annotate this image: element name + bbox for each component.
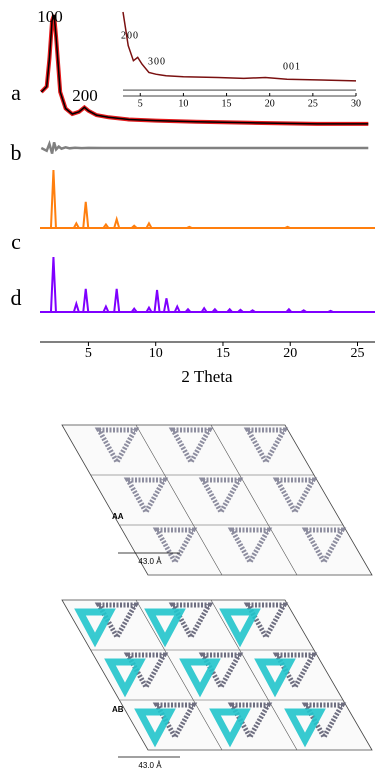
scale-label: 43.0 Å	[138, 557, 162, 566]
inset-x-tick-label: 20	[265, 98, 275, 109]
inset-x-tick-label: 15	[222, 98, 232, 109]
peak-label: 200	[72, 86, 98, 105]
x-tick-label: 10	[149, 346, 163, 361]
trace-label: d	[11, 285, 22, 310]
peak-label: 100	[37, 7, 63, 26]
peak	[83, 289, 88, 312]
inset-peak-label: 300	[148, 56, 166, 67]
peak	[114, 219, 119, 228]
trace	[41, 142, 368, 153]
peak	[74, 304, 79, 312]
trace-label: c	[11, 229, 21, 254]
peak	[187, 227, 192, 228]
peak	[164, 298, 169, 312]
figure: 5 10 15 20 25 2 Theta a b c d 100 200 5 10 15 20 25 30 200…	[0, 0, 377, 771]
x-tick-label: 15	[216, 346, 230, 361]
peak	[51, 170, 56, 228]
inset-x-tick-label: 30	[351, 98, 361, 109]
trace	[41, 15, 368, 124]
inset-x-tick-label: 10	[178, 98, 188, 109]
structure-ab: AB 43.0 Å	[62, 600, 372, 770]
x-tick-label: 25	[351, 346, 365, 361]
inset-peak-label: 001	[283, 61, 301, 72]
stacking-label: AB	[112, 705, 124, 714]
trace-label: b	[11, 140, 22, 165]
trace-label: a	[11, 80, 21, 105]
peak	[83, 202, 88, 228]
x-tick-label: 20	[283, 346, 297, 361]
inset-x-tick-label: 5	[138, 98, 143, 109]
peak	[51, 257, 56, 312]
stacking-label: AA	[112, 512, 124, 521]
peak	[328, 311, 333, 312]
inset-peak-label: 200	[121, 30, 139, 41]
scale-label: 43.0 Å	[138, 761, 162, 770]
pxrd-plot: 5 10 15 20 25 2 Theta a b c d 100 200 5 10 15 20 25 30 200…	[11, 7, 376, 386]
structure-aa: AA 43.0 Å	[62, 425, 372, 575]
x-tick-label: 5	[85, 346, 92, 361]
x-axis-label: 2 Theta	[181, 367, 233, 386]
inset-x-tick-label: 25	[308, 98, 318, 109]
fit-line	[41, 15, 368, 124]
peak	[285, 227, 290, 228]
inset-trace	[123, 12, 356, 81]
peak	[114, 289, 119, 312]
peak	[155, 290, 160, 312]
